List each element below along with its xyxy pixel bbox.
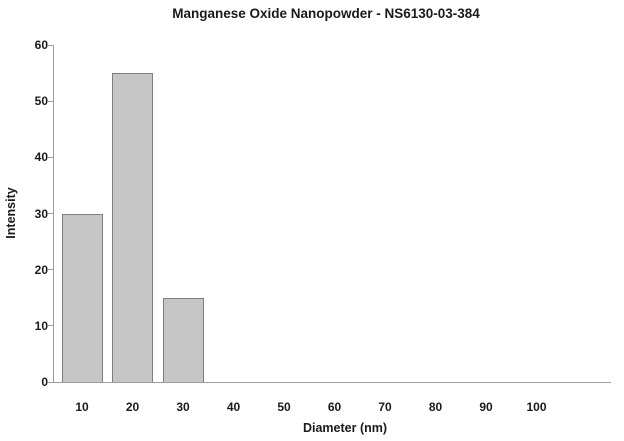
x-tick-label: 30 [176,400,190,414]
bar-30 [162,297,204,382]
y-tick-mark [48,325,53,327]
x-axis-title: Diameter (nm) [302,421,388,435]
y-tick-mark [48,381,53,383]
y-tick-label: 40 [34,150,48,165]
bar-20 [112,73,153,382]
x-tick-label: 70 [378,400,392,414]
x-tick-label: 40 [226,400,241,414]
y-tick-label: 20 [34,262,48,277]
x-tick-label: 10 [75,400,89,414]
y-tick-mark [48,156,53,158]
y-tick-label: 60 [34,38,48,52]
y-tick-mark [48,213,53,214]
y-tick-label: 0 [41,375,48,389]
x-tick-label: 90 [479,400,493,414]
chart-title: Manganese Oxide Nanopowder - NS6130-03-3… [172,6,480,21]
y-tick-mark [48,100,53,102]
y-tick-mark [48,44,53,46]
x-tick-label: 20 [125,400,140,414]
y-tick-label: 30 [34,206,48,221]
bar-10 [61,213,103,382]
y-tick-label: 10 [34,318,48,333]
plot-area: 0 10 20 30 40 50 60 10 20 30 40 50 60 70 80 90 100 [35,38,611,414]
y-tick-mark [48,269,53,271]
y-tick-label: 50 [34,94,48,109]
x-tick-label: 100 [526,400,547,414]
x-tick-label: 60 [327,400,342,414]
x-tick-label: 50 [277,400,291,414]
x-tick-label: 80 [428,400,443,414]
